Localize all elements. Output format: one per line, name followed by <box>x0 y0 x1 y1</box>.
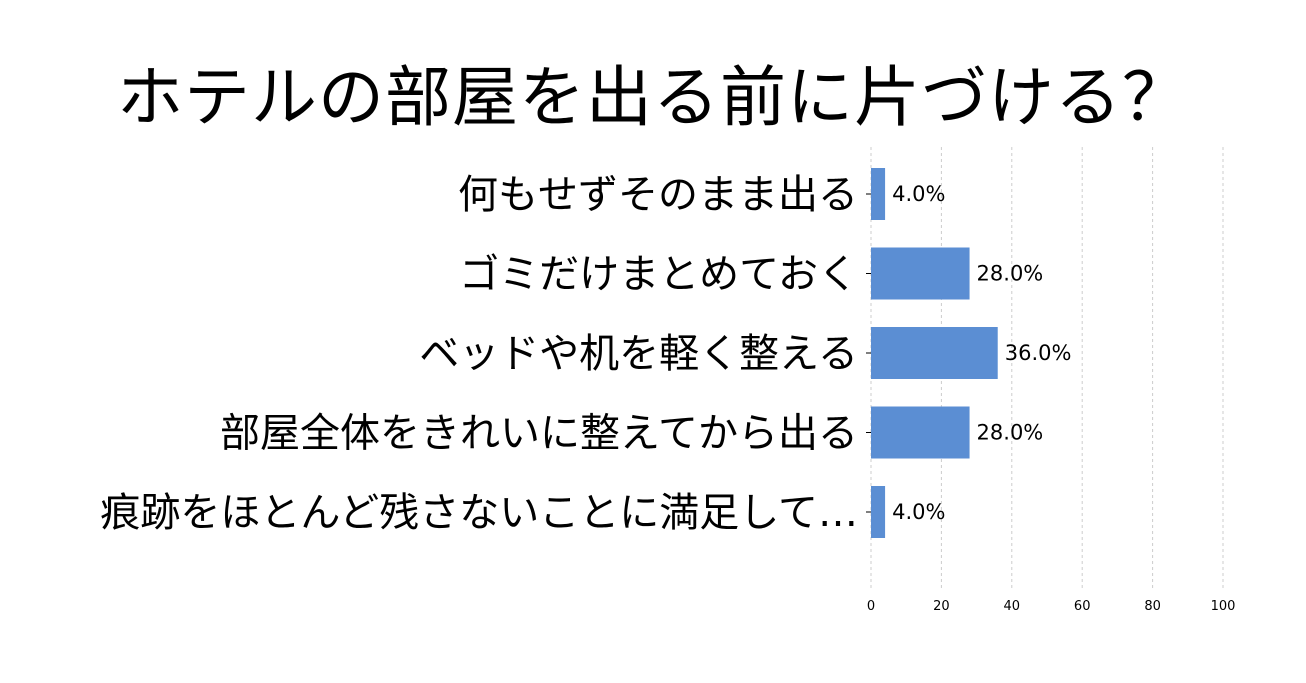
category-label: 痕跡をほとんど残さないことに満足して… <box>100 490 858 536</box>
x-tick-label: 0 <box>867 599 875 614</box>
data-label: 28.0% <box>977 421 1044 445</box>
bar <box>871 327 998 379</box>
x-tick-label: 80 <box>1144 599 1161 614</box>
grid-layer <box>870 147 1224 589</box>
x-tick-label: 40 <box>1004 599 1021 614</box>
data-label: 28.0% <box>977 262 1044 286</box>
data-label: 4.0% <box>892 500 945 524</box>
bar <box>871 168 886 220</box>
x-axis-ticks: 0 20 40 60 80 100 <box>867 599 1236 614</box>
chart-title: ホテルの部屋を出る前に片づける？ <box>117 59 1189 136</box>
x-tick-label: 60 <box>1074 599 1091 614</box>
bar <box>871 247 970 300</box>
value-labels: 4.0% 28.0% 36.0% 28.0% 4.0% <box>892 182 1071 524</box>
bars-layer <box>866 168 998 538</box>
category-labels: 何もせずそのまま出るゴミだけまとめておくベッドや机を軽く整える部屋全体をきれいに… <box>100 172 858 536</box>
x-tick-label: 100 <box>1211 599 1236 614</box>
category-label: ベッドや机を軽く整える <box>419 331 858 377</box>
data-label: 36.0% <box>1005 341 1072 365</box>
category-label: ゴミだけまとめておく <box>459 252 858 298</box>
data-label: 4.0% <box>892 182 945 206</box>
x-tick-label: 20 <box>933 599 950 614</box>
category-label: 何もせずそのまま出る <box>458 172 858 218</box>
category-label: 部屋全体をきれいに整えてから出る <box>220 411 858 457</box>
bar <box>871 486 886 538</box>
bar <box>871 406 970 459</box>
